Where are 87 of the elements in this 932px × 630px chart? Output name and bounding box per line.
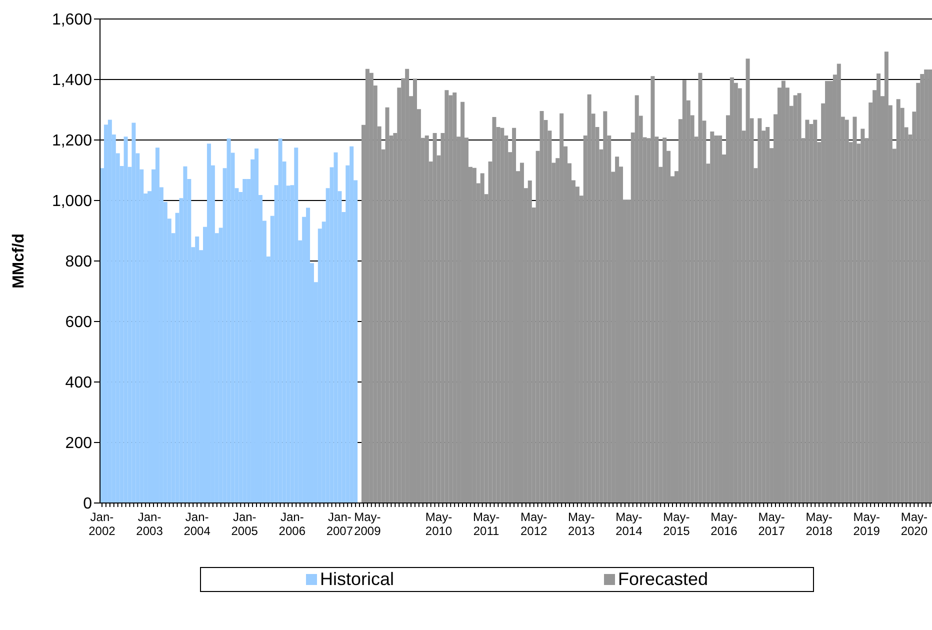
x-tick-label: May-2015 bbox=[663, 510, 690, 538]
x-tick-label: May-2016 bbox=[710, 510, 738, 538]
bar bbox=[730, 77, 734, 503]
bar bbox=[155, 148, 160, 503]
bar bbox=[844, 120, 849, 503]
x-tick-label: May-2012 bbox=[520, 510, 548, 538]
bar bbox=[682, 80, 686, 503]
bar bbox=[500, 128, 504, 503]
bar bbox=[183, 166, 188, 503]
x-tick-label: Jan-2007 bbox=[326, 510, 354, 538]
bar bbox=[254, 148, 259, 503]
y-tick-label: 200 bbox=[65, 435, 92, 452]
bar bbox=[294, 148, 298, 503]
bar bbox=[813, 120, 818, 503]
y-tick-label: 0 bbox=[83, 496, 92, 513]
x-tick-label: Jan-2005 bbox=[231, 510, 258, 538]
x-tick-label: May-2010 bbox=[425, 510, 452, 538]
x-tick-label: May-2014 bbox=[616, 510, 643, 538]
x-tick-label: May-2011 bbox=[472, 510, 500, 538]
bar bbox=[365, 68, 370, 503]
bar bbox=[369, 72, 374, 503]
bar bbox=[460, 102, 465, 503]
bar bbox=[793, 95, 798, 503]
bar bbox=[108, 120, 112, 503]
bar bbox=[746, 58, 750, 503]
x-tick-label: Jan-2003 bbox=[136, 510, 164, 538]
bar bbox=[480, 173, 484, 503]
bar bbox=[512, 128, 516, 503]
bar bbox=[758, 118, 762, 503]
bar bbox=[718, 135, 722, 503]
bar bbox=[876, 73, 881, 503]
bar bbox=[424, 135, 429, 503]
bar bbox=[650, 76, 655, 503]
bar bbox=[766, 126, 770, 503]
x-tick-label: Jan-2002 bbox=[88, 510, 116, 538]
bar bbox=[634, 95, 639, 503]
bar bbox=[836, 64, 841, 503]
y-tick-label: 600 bbox=[65, 314, 92, 332]
y-tick-label: 1,600 bbox=[52, 12, 92, 29]
bar bbox=[452, 92, 457, 503]
bar bbox=[405, 68, 410, 503]
bar bbox=[412, 78, 417, 503]
bar bbox=[615, 156, 620, 503]
bar bbox=[809, 124, 814, 503]
bar bbox=[520, 162, 524, 503]
bar bbox=[242, 179, 247, 503]
y-tick-label: 1,000 bbox=[52, 193, 92, 210]
bar bbox=[884, 52, 888, 503]
x-tick-label: Jan-2006 bbox=[278, 510, 306, 538]
x-tick-label: May-2009 bbox=[354, 510, 382, 538]
bar bbox=[860, 128, 865, 503]
bar bbox=[560, 113, 564, 503]
y-tick-label: 800 bbox=[65, 254, 92, 271]
bar bbox=[698, 72, 702, 503]
bar bbox=[472, 168, 476, 503]
bar bbox=[350, 146, 354, 503]
bar bbox=[781, 80, 786, 503]
bar bbox=[492, 117, 496, 503]
x-tick-label: May-2013 bbox=[568, 510, 596, 538]
x-tick-label: May-2017 bbox=[758, 510, 786, 538]
bar bbox=[896, 99, 900, 503]
y-tick-label: 1,400 bbox=[52, 72, 92, 90]
x-tick-label: Jan-2004 bbox=[184, 510, 211, 538]
y-tick-label: 400 bbox=[65, 374, 92, 392]
bar bbox=[306, 208, 310, 503]
bar bbox=[432, 133, 437, 503]
y-axis-title: MMcf/d bbox=[10, 233, 28, 289]
bar bbox=[662, 138, 667, 503]
bar bbox=[714, 135, 718, 503]
bar bbox=[603, 111, 608, 503]
y-tick-label: 1,200 bbox=[52, 132, 92, 150]
bar bbox=[710, 132, 714, 503]
x-tick-label: May-2019 bbox=[853, 510, 880, 538]
legend-label: Historical bbox=[318, 569, 394, 590]
bar bbox=[825, 81, 830, 503]
legend-label: Forecasted bbox=[616, 569, 708, 590]
bar bbox=[132, 122, 136, 503]
bar bbox=[528, 180, 532, 503]
x-tick-label: May-2020 bbox=[900, 510, 928, 538]
bar bbox=[444, 90, 449, 503]
bar bbox=[924, 70, 928, 503]
bar bbox=[797, 93, 802, 503]
bar bbox=[195, 236, 200, 503]
bar bbox=[206, 144, 211, 503]
bar bbox=[587, 94, 592, 503]
x-tick-label: May-2018 bbox=[806, 510, 833, 538]
bar bbox=[805, 120, 810, 503]
